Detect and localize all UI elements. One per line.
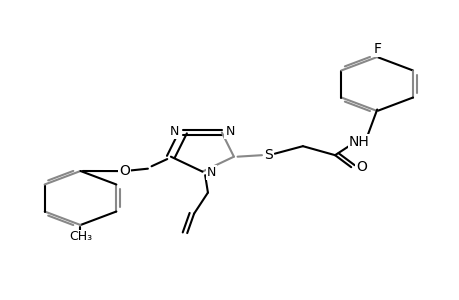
Text: N: N: [225, 125, 235, 138]
Text: S: S: [263, 148, 272, 162]
Text: CH₃: CH₃: [69, 230, 92, 244]
Text: O: O: [355, 160, 366, 174]
Text: N: N: [207, 166, 216, 179]
Text: N: N: [169, 125, 179, 138]
Text: O: O: [119, 164, 130, 178]
Text: F: F: [372, 42, 381, 56]
Text: NH: NH: [348, 135, 369, 149]
